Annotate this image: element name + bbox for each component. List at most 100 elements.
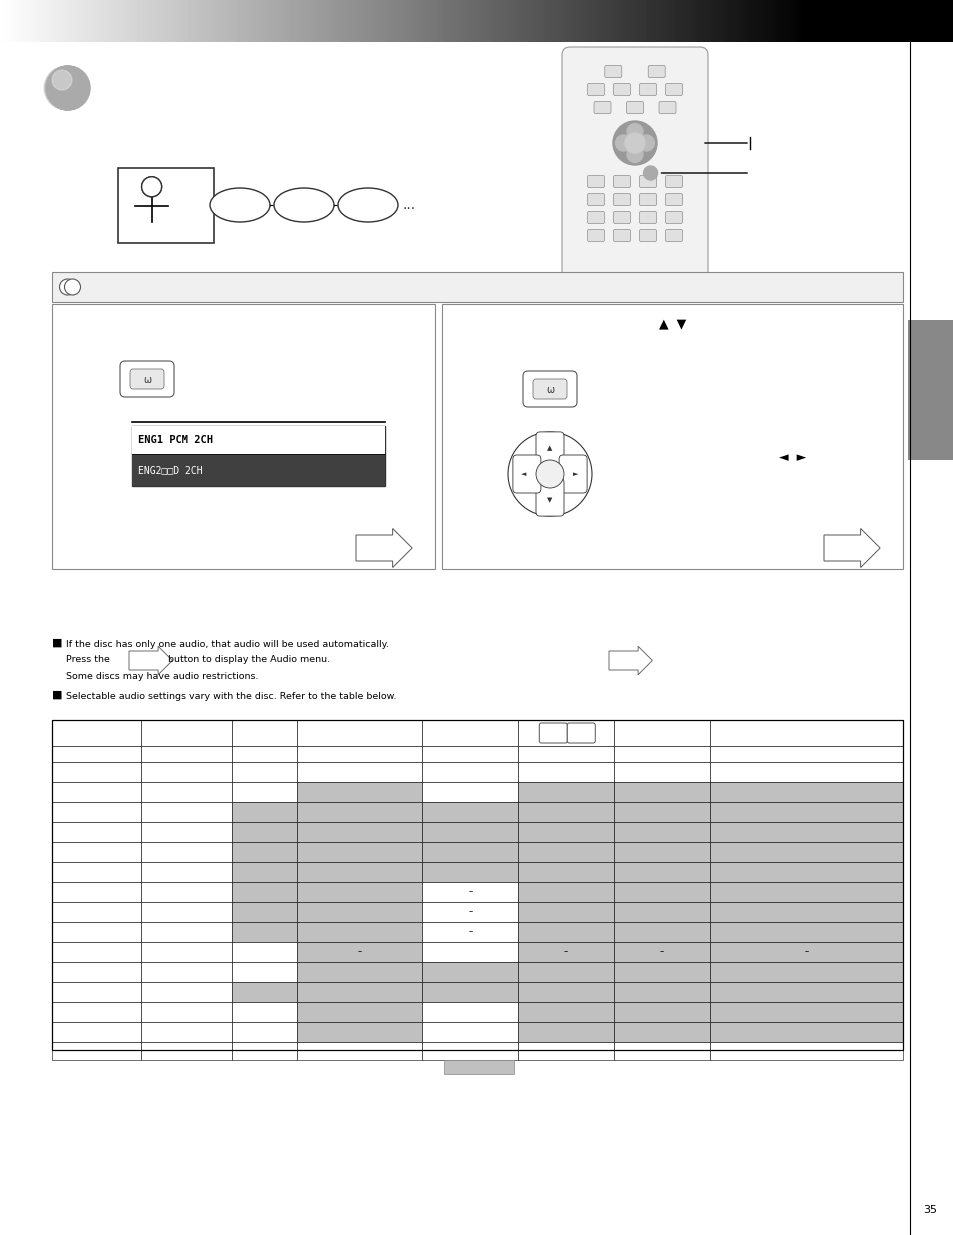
Bar [296,902,422,923]
Bar [132,426,385,454]
Bar [52,762,140,782]
Bar [517,923,613,942]
Ellipse shape [210,188,270,222]
Bar [232,1023,296,1042]
Bar [517,746,613,762]
Bar [232,902,296,923]
FancyBboxPatch shape [613,194,630,205]
Ellipse shape [337,188,397,222]
Text: ◄: ◄ [520,471,526,477]
Text: ω: ω [545,385,554,395]
Circle shape [536,459,563,488]
FancyBboxPatch shape [587,230,604,242]
Text: ▲: ▲ [547,445,552,451]
Bar [422,962,517,982]
Bar [52,1002,140,1023]
FancyBboxPatch shape [665,194,681,205]
Text: –: – [563,947,568,956]
Bar [613,882,709,902]
Bar [613,982,709,1002]
Circle shape [45,67,88,110]
Bar [52,1023,140,1042]
Bar [232,782,296,802]
Text: button to display the Audio menu.: button to display the Audio menu. [168,655,330,664]
Bar [613,842,709,862]
Bar [422,982,517,1002]
Bar [517,782,613,802]
Bar [422,1023,517,1042]
Text: ω: ω [143,375,151,385]
Text: –: – [468,908,472,916]
FancyBboxPatch shape [613,84,630,95]
Bar [232,923,296,942]
Bar [232,823,296,842]
Bar [613,823,709,842]
Bar [441,304,902,569]
Circle shape [45,67,88,110]
Bar [517,823,613,842]
FancyBboxPatch shape [120,361,173,396]
Bar [907,320,953,459]
Circle shape [624,133,644,153]
Bar [517,1002,613,1023]
Bar [52,720,140,746]
Circle shape [45,67,88,110]
FancyBboxPatch shape [561,47,707,283]
Bar [296,962,422,982]
Bar [296,802,422,823]
Bar [613,802,709,823]
Circle shape [44,67,86,109]
Text: –: – [803,947,808,956]
Bar [422,942,517,962]
FancyBboxPatch shape [567,722,595,743]
Bar [613,923,709,942]
Bar [232,746,296,762]
Circle shape [613,121,657,165]
Text: Some discs may have audio restrictions.: Some discs may have audio restrictions. [66,672,258,680]
Bar [140,1023,232,1042]
Bar [232,882,296,902]
Text: –: – [468,927,472,936]
Bar [140,762,232,782]
Text: ▲  ▼: ▲ ▼ [659,317,685,331]
Bar [517,1042,613,1060]
Bar [296,862,422,882]
Bar [52,802,140,823]
Circle shape [46,67,89,110]
Bar [118,168,213,243]
Bar [517,942,613,962]
Text: ENG1 PCM 2CH: ENG1 PCM 2CH [138,435,213,445]
FancyBboxPatch shape [639,230,656,242]
Bar [52,823,140,842]
Bar [422,782,517,802]
Bar [443,1060,514,1074]
Circle shape [46,65,90,110]
Bar [132,426,385,487]
Bar [232,842,296,862]
Bar [296,923,422,942]
FancyBboxPatch shape [129,646,172,674]
Text: –: – [659,947,663,956]
Circle shape [65,279,80,295]
Circle shape [45,67,89,110]
Bar [232,982,296,1002]
Bar [140,882,232,902]
Circle shape [141,177,161,196]
Bar [296,982,422,1002]
FancyBboxPatch shape [536,432,563,469]
Circle shape [46,67,89,110]
Bar [140,923,232,942]
Bar [517,962,613,982]
Bar [709,862,902,882]
FancyBboxPatch shape [522,370,577,408]
Bar [709,942,902,962]
Bar [52,882,140,902]
Bar [422,762,517,782]
Bar [296,823,422,842]
Bar [517,1023,613,1042]
Text: Press the: Press the [66,655,110,664]
Bar [140,1002,232,1023]
Bar [709,1002,902,1023]
Bar [296,746,422,762]
Bar [709,762,902,782]
